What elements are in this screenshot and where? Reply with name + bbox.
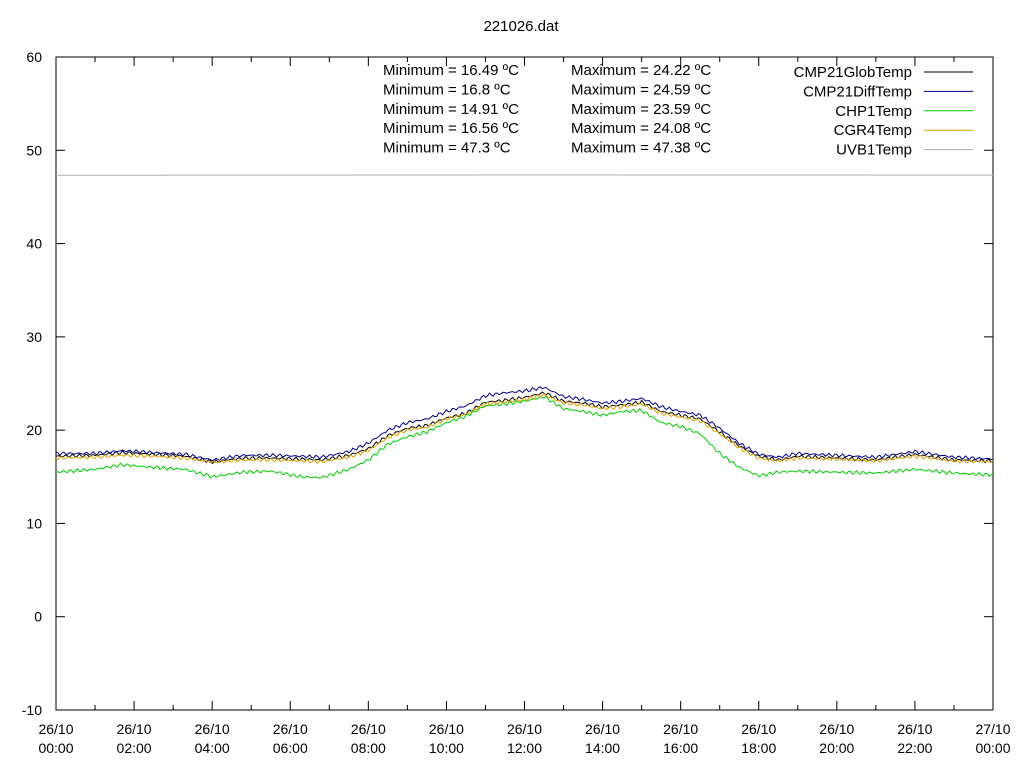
x-tick-label-date: 26/10 xyxy=(195,721,230,737)
y-tick-label: 20 xyxy=(26,422,42,438)
x-tick-label-date: 26/10 xyxy=(819,721,854,737)
x-tick-label-date: 27/10 xyxy=(975,721,1010,737)
legend-label: CMP21DiffTemp xyxy=(803,83,912,100)
legend-label: CHP1Temp xyxy=(835,103,912,120)
x-axis: 26/10 00:00 26/10 02:00 26/10 04:00 26/10 06:00… xyxy=(38,57,1010,756)
x-tick-label-date: 26/10 xyxy=(273,721,308,737)
x-tick-label-date: 26/10 xyxy=(741,721,776,737)
minimum-annotation: Minimum = 16.8 ºC xyxy=(383,81,511,98)
maximum-annotation: Maximum = 24.22 ºC xyxy=(571,62,711,79)
maximum-annotation: Maximum = 24.08 ºC xyxy=(571,120,711,137)
x-tick-label-time: 02:00 xyxy=(117,740,152,756)
x-tick-label-time: 06:00 xyxy=(273,740,308,756)
x-tick-label-time: 10:00 xyxy=(429,740,464,756)
y-tick-label: 40 xyxy=(26,236,42,252)
y-tick-label: -10 xyxy=(22,702,42,718)
maximum-annotation: Maximum = 23.59 ºC xyxy=(571,101,711,118)
annotation-layer: Minimum = 16.49 ºC Minimum = 16.8 ºC Minim… xyxy=(383,62,711,157)
legend-label: CGR4Temp xyxy=(834,122,912,139)
y-tick-label: 60 xyxy=(26,49,42,65)
x-tick-label-time: 16:00 xyxy=(663,740,698,756)
x-tick-label-time: 12:00 xyxy=(507,740,542,756)
x-tick-label-time: 20:00 xyxy=(819,740,854,756)
x-tick-label-date: 26/10 xyxy=(429,721,464,737)
minimum-annotation: Minimum = 47.3 ºC xyxy=(383,140,511,157)
x-tick-label-time: 18:00 xyxy=(741,740,776,756)
series-line-cgr4temp xyxy=(56,394,993,464)
x-tick-label-time: 22:00 xyxy=(897,740,932,756)
y-tick-label: 50 xyxy=(26,142,42,158)
y-tick-label: 0 xyxy=(34,609,42,625)
x-tick-label-date: 26/10 xyxy=(507,721,542,737)
maximum-annotation: Maximum = 24.59 ºC xyxy=(571,81,711,98)
legend: CMP21GlobTemp CMP21DiffTemp CHP1Temp CGR4Te… xyxy=(794,64,973,159)
x-tick-label-date: 26/10 xyxy=(663,721,698,737)
chart-title: 221026.dat xyxy=(483,18,559,35)
x-tick-label-date: 26/10 xyxy=(351,721,386,737)
maximum-annotation: Maximum = 47.38 ºC xyxy=(571,140,711,157)
x-tick-label-date: 26/10 xyxy=(117,721,152,737)
legend-label: UVB1Temp xyxy=(836,142,912,159)
x-tick-label-time: 08:00 xyxy=(351,740,386,756)
series-layer xyxy=(56,175,993,478)
series-line-cmp21globtemp xyxy=(56,392,993,463)
minimum-annotation: Minimum = 16.49 ºC xyxy=(383,62,519,79)
legend-label: CMP21GlobTemp xyxy=(794,64,912,81)
minimum-annotation: Minimum = 14.91 ºC xyxy=(383,101,519,118)
x-tick-label-date: 26/10 xyxy=(38,721,73,737)
series-line-chp1temp xyxy=(56,396,993,478)
x-tick-label-time: 04:00 xyxy=(195,740,230,756)
y-tick-label: 10 xyxy=(26,515,42,531)
x-tick-label-time: 14:00 xyxy=(585,740,620,756)
y-tick-label: 30 xyxy=(26,329,42,345)
x-tick-label-date: 26/10 xyxy=(585,721,620,737)
x-tick-label-date: 26/10 xyxy=(897,721,932,737)
x-tick-label-time: 00:00 xyxy=(975,740,1010,756)
x-tick-label-time: 00:00 xyxy=(38,740,73,756)
minimum-annotation: Minimum = 16.56 ºC xyxy=(383,120,519,137)
